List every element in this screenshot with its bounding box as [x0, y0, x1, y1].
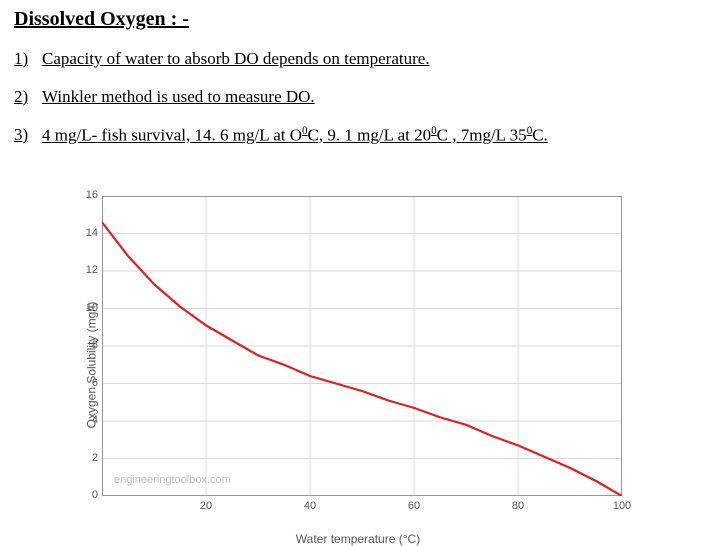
item-text: Capacity of water to absorb DO depends o…: [42, 49, 430, 69]
chart-ytick: 6: [76, 377, 98, 389]
chart-ytick: 12: [76, 264, 98, 276]
chart-xtick: 20: [200, 500, 212, 512]
chart-ytick: 10: [76, 302, 98, 314]
chart-xtick: 100: [613, 500, 631, 512]
chart-ytick: 0: [76, 489, 98, 501]
chart-ylabel: Oxygen Solubility (mg/l): [84, 302, 98, 429]
chart-xtick: 40: [304, 500, 316, 512]
list-item: 3) 4 mg/L- fish survival, 14. 6 mg/L at …: [14, 125, 706, 146]
chart-ytick: 8: [76, 339, 98, 351]
chart-xlabel: Water temperature (°C): [296, 532, 420, 546]
list-item: 1) Capacity of water to absorb DO depend…: [14, 49, 706, 69]
item-number: 2): [14, 87, 42, 107]
chart-plot-area: [102, 196, 622, 496]
item-number: 1): [14, 49, 42, 69]
list-item: 2) Winkler method is used to measure DO.: [14, 87, 706, 107]
item-text: 4 mg/L- fish survival, 14. 6 mg/L at O0C…: [42, 125, 548, 146]
chart-ytick: 14: [76, 227, 98, 239]
item-text: Winkler method is used to measure DO.: [42, 87, 315, 107]
chart-ytick: 4: [76, 414, 98, 426]
chart-ytick: 2: [76, 452, 98, 464]
page-title: Dissolved Oxygen : -: [14, 8, 706, 31]
chart-watermark: engineeringtoolbox.com: [114, 474, 231, 486]
chart-ytick: 16: [76, 189, 98, 201]
chart-xtick: 80: [512, 500, 524, 512]
oxygen-solubility-chart: Oxygen Solubility (mg/l) Water temperatu…: [68, 190, 648, 540]
item-number: 3): [14, 125, 42, 146]
chart-xtick: 60: [408, 500, 420, 512]
